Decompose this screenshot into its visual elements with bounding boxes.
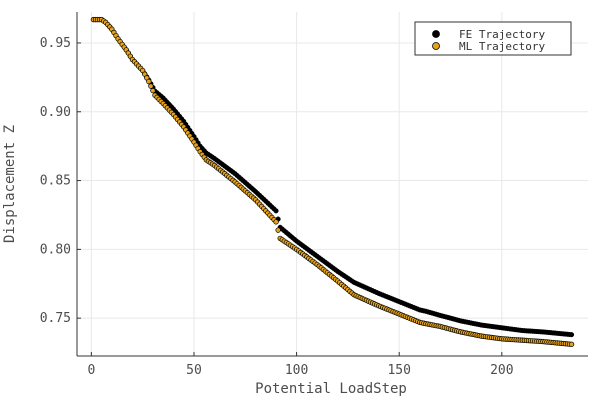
grid xyxy=(77,12,588,356)
data-point xyxy=(146,78,152,85)
data-point xyxy=(148,83,154,89)
series-layer xyxy=(90,16,575,347)
x-tick-label: 100 xyxy=(285,363,308,378)
legend-label-fe: FE Trajectory xyxy=(459,28,545,41)
x-tick-label: 0 xyxy=(87,363,95,378)
legend-box xyxy=(414,21,572,56)
data-point xyxy=(569,332,575,338)
legend-marker-fe xyxy=(432,30,440,38)
series-ml-trajectory xyxy=(90,16,575,347)
data-point xyxy=(568,341,575,347)
data-point xyxy=(275,227,281,233)
x-tick-label: 50 xyxy=(186,363,202,378)
x-tick-label: 200 xyxy=(490,363,513,378)
x-tick-label: 150 xyxy=(387,363,410,378)
y-axis-title: Displacement Z xyxy=(2,125,18,243)
data-point xyxy=(150,88,156,94)
y-tick-label: 0.85 xyxy=(40,174,71,189)
legend-label-ml: ML Trajectory xyxy=(459,40,545,53)
legend-marker-ml xyxy=(432,42,440,50)
y-tick-label: 0.95 xyxy=(40,36,71,51)
y-tick-label: 0.75 xyxy=(40,311,71,326)
axes: 0 50 100 150 200 0.75 0.80 0.85 0.90 0.95 xyxy=(40,12,588,378)
y-tick-label: 0.90 xyxy=(40,105,71,120)
y-tick-label: 0.80 xyxy=(40,242,71,257)
data-point xyxy=(273,219,279,225)
legend: FE Trajectory ML Trajectory xyxy=(414,21,572,56)
data-point xyxy=(273,208,279,214)
x-axis-title: Potential LoadStep xyxy=(255,381,407,397)
